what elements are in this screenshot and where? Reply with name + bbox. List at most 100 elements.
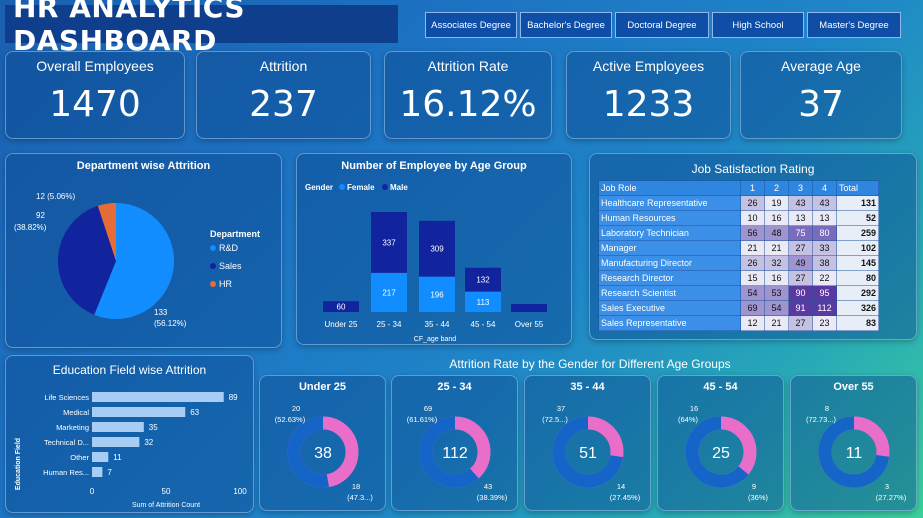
donut-male-pct: (72.73...) [806,415,837,424]
edu-bar [92,422,144,432]
table-row: Human Resources 10 16 13 13 52 [598,210,879,226]
legend-label-male: Male [390,183,408,192]
rating-cell: 10 [740,210,765,226]
rating-cell: 43 [788,195,813,211]
pie-slice-rd [94,203,175,319]
rating-cell: 13 [788,210,813,226]
donut-center-value: 11 [846,445,863,462]
gender-age-group-title: Attrition Rate by the Gender for Differe… [449,357,731,371]
filter-doctoral-degree[interactable]: Doctoral Degree [615,12,709,38]
age-tick-label: 45 - 54 [471,320,496,329]
rating-cell: 27 [788,270,813,286]
legend-marker-sales [210,263,216,269]
bar-label-male: 309 [430,245,444,254]
kpi-value: 37 [798,84,844,125]
rating-cell: 26 [740,195,765,211]
edu-bar [92,407,186,417]
edu-category-label: Life Sciences [44,393,89,402]
table-row: Sales Representative 12 21 27 23 83 [598,315,879,331]
donut-title: 25 - 34 [437,381,472,393]
age-group-panel: Number of Employee by Age Group Gender F… [296,153,572,345]
pie-slice-sales [58,205,116,315]
kpi-label: Overall Employees [36,58,154,74]
donut-center-value: 51 [579,445,597,462]
education-field-bar-chart: Education Field Life Sciences 89 Medical 63… [15,392,247,509]
donut-title: 35 - 44 [570,381,605,393]
job-role-cell: Manager [598,240,741,256]
total-cell: 52 [836,210,879,226]
rating-cell: 33 [812,240,837,256]
donut-panel-1: 25 - 34 112 69 (61.61%) 43 (38.39%) [391,375,518,511]
bar-male [371,212,407,273]
pie-label-sales: 92 [36,211,45,220]
filter-masters-degree[interactable]: Master's Degree [807,12,901,38]
bar-label-male: 337 [382,238,396,247]
donut-male-label: 16 [690,404,698,413]
bar-male [465,267,501,292]
filter-associates-degree[interactable]: Associates Degree [425,12,517,38]
donut-center-value: 38 [314,445,332,462]
kpi-label: Attrition [259,58,308,74]
donut-female-label: 3 [885,482,889,491]
table-row: Healthcare Representative 26 19 43 43 131 [598,195,879,211]
donut-male-pct: (61.61%) [407,415,438,424]
donut-male-segment [419,416,491,488]
rating-cell: 54 [764,300,789,316]
kpi-label: Active Employees [592,58,705,74]
age-tick-label: Under 25 [325,320,358,329]
job-satisfaction-table: Job Role 1 2 3 4 Total Healthcare Repres… [598,180,879,331]
pie-legend-title: Department [210,229,260,239]
bar-female [465,291,501,312]
rating-cell: 80 [812,225,837,241]
edu-bar [92,467,103,477]
rating-cell: 112 [812,300,837,316]
pie-pct-rd: (56.12%) [154,319,187,328]
donut-panel-2: 35 - 44 51 37 (72.5...) 14 (27.45%) [524,375,651,511]
rating-cell: 69 [740,300,765,316]
rating-cell: 26 [740,255,765,271]
donut-title: Under 25 [298,381,347,393]
job-role-cell: Sales Representative [598,315,741,331]
age-x-axis-label: CF_age band [414,336,457,343]
donut-male-label: 69 [424,404,432,413]
total-cell: 80 [836,270,879,286]
edu-bar [92,452,109,462]
bar-female [371,272,407,312]
donut-panel-4: Over 55 11 8 (72.73...) 3 (27.27%) [790,375,917,511]
table-header-row: Job Role 1 2 3 4 Total [598,180,879,196]
job-satisfaction-title: Job Satisfaction Rating [691,162,815,176]
education-x-axis-label: Sum of Attrition Count [132,502,200,509]
rating-cell: 12 [740,315,765,331]
edu-category-label: Medical [63,408,89,417]
col-rating-3: 3 [788,180,813,196]
pie-pct-sales: (38.82%) [14,223,47,232]
education-field-title: Education Field wise Attrition [52,363,207,377]
total-cell: 292 [836,285,879,301]
edu-category-label: Marketing [56,423,89,432]
department-attrition-panel: Department wise Attrition 12 (5.06%) 92 … [5,153,282,348]
filter-high-school[interactable]: High School [712,12,804,38]
age-group-bar-chart: Gender Female Male 60 Under 25 217 337 25 - … [305,183,547,343]
pie-label-hr: 12 (5.06%) [36,192,75,201]
rating-cell: 90 [788,285,813,301]
bar-male [323,301,359,312]
total-cell: 83 [836,315,879,331]
legend-label-female: Female [347,183,375,192]
edu-tick-100: 100 [233,487,247,496]
rating-cell: 19 [764,195,789,211]
department-attrition-title: Department wise Attrition [76,160,211,172]
donut-female-label: 9 [752,482,756,491]
donut-male-segment [818,416,890,488]
donut-title: Over 55 [833,381,874,393]
rating-cell: 95 [812,285,837,301]
edu-tick-0: 0 [90,487,95,496]
rating-cell: 27 [788,240,813,256]
kpi-attrition: Attrition 237 [196,51,371,139]
table-row: Manager 21 21 27 33 102 [598,240,879,256]
donut-female-pct: (27.45%) [610,493,641,502]
edu-tick-50: 50 [162,487,171,496]
rating-cell: 54 [740,285,765,301]
edu-category-label: Other [70,453,89,462]
filter-bachelors-degree[interactable]: Bachelor's Degree [520,12,612,38]
col-job-role: Job Role [598,180,741,196]
